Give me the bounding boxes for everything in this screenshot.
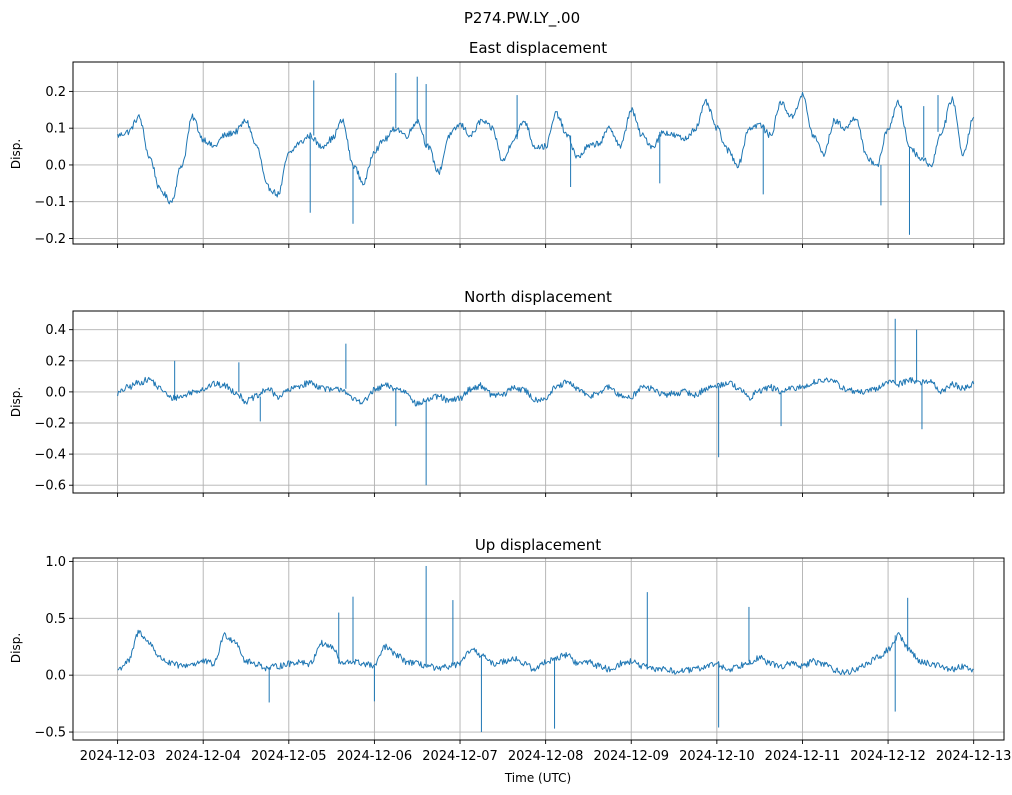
east-series-line — [117, 91, 975, 205]
y-tick-label: 0.0 — [45, 158, 66, 173]
x-tick-label: 2024-12-07 — [422, 749, 498, 764]
east-axes-frame — [72, 61, 1005, 245]
north-panel-title: North displacement — [464, 288, 612, 306]
up-panel-title: Up displacement — [475, 536, 601, 554]
x-tick-label: 2024-12-04 — [165, 749, 241, 764]
up-grid — [73, 558, 1004, 740]
y-tick-label: 0.2 — [45, 354, 66, 369]
east-data — [117, 73, 975, 235]
x-tick-label: 2024-12-06 — [337, 749, 413, 764]
y-tick-label: −0.2 — [34, 417, 66, 432]
east-grid — [73, 62, 1004, 244]
up-panel-ylabel: Disp. — [9, 633, 23, 663]
up-axes-frame — [72, 557, 1005, 741]
y-tick-label: −0.2 — [34, 232, 66, 247]
north-grid — [73, 311, 1004, 493]
x-tick-label: 2024-12-09 — [593, 749, 669, 764]
y-tick-label: 0.4 — [45, 323, 66, 338]
y-tick-label: 0.0 — [45, 385, 66, 400]
y-tick-label: −0.1 — [34, 195, 66, 210]
y-tick-label: 1.0 — [45, 555, 66, 570]
x-tick-label: 2024-12-10 — [679, 749, 755, 764]
north-axes-frame — [72, 310, 1005, 494]
y-tick-label: 0.1 — [45, 122, 66, 137]
north-panel: North displacement Disp. −0.6 −0.4 −0.2 0.0… — [9, 288, 1005, 497]
y-tick-label: 0.2 — [45, 85, 66, 100]
y-tick-label: −0.5 — [34, 726, 66, 741]
y-tick-label: 0.5 — [45, 612, 66, 627]
y-tick-label: −0.4 — [34, 448, 66, 463]
y-tick-label: 0.0 — [45, 669, 66, 684]
north-data — [117, 318, 975, 486]
east-panel-ylabel: Disp. — [9, 139, 23, 169]
x-tick-label: 2024-12-13 — [936, 749, 1012, 764]
north-series-line — [117, 376, 975, 407]
north-ticks: −0.6 −0.4 −0.2 0.0 0.2 0.4 — [34, 323, 975, 497]
east-ticks: −0.2 −0.1 0.0 0.1 0.2 — [34, 85, 975, 248]
x-tick-label: 2024-12-12 — [850, 749, 926, 764]
x-tick-label: 2024-12-05 — [251, 749, 327, 764]
x-axis-label: Time (UTC) — [504, 771, 571, 785]
y-tick-label: −0.6 — [34, 479, 66, 494]
east-panel: East displacement Disp. −0.2 −0.1 0.0 0.1 0.… — [9, 39, 1005, 248]
x-tick-label: 2024-12-11 — [765, 749, 841, 764]
x-tick-label: 2024-12-03 — [80, 749, 156, 764]
up-ticks: 2024-12-03 2024-12-04 2024-12-05 2024-12-06… — [34, 555, 1011, 764]
figure-title: P274.PW.LY_.00 — [464, 9, 580, 28]
up-series-line — [117, 629, 974, 676]
x-tick-label: 2024-12-08 — [508, 749, 584, 764]
up-data — [117, 565, 974, 733]
north-panel-ylabel: Disp. — [9, 387, 23, 417]
up-panel: Up displacement Disp. 2024-12-03 2024-12-… — [9, 536, 1011, 764]
east-panel-title: East displacement — [469, 39, 607, 57]
